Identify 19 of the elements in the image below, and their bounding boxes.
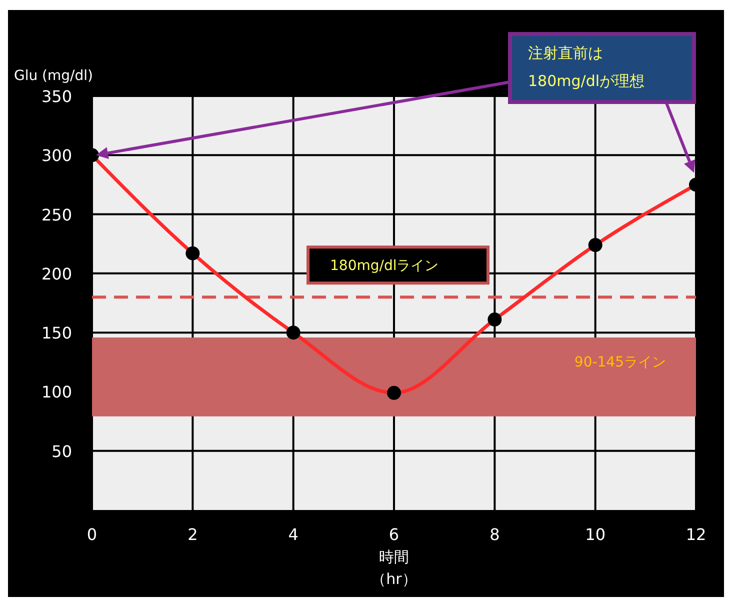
text: 注射直前は 180mg/dlが理想 — [528, 44, 645, 90]
x-tick-label: 4 — [288, 525, 298, 544]
x-tick-label: 2 — [188, 525, 198, 544]
band-label: 90-145ライン — [574, 354, 666, 370]
x-tick-label: 8 — [490, 525, 500, 544]
y-tick-label: 100 — [41, 382, 72, 402]
y-tick-label: 50 — [52, 442, 72, 461]
y-axis-title: Glu (mg/dl) — [14, 68, 94, 84]
x-tick-label: 10 — [585, 525, 606, 544]
x-tick-label: 6 — [388, 525, 400, 544]
y-tick-label: 350 — [41, 87, 72, 106]
y-tick-label: 150 — [41, 324, 72, 343]
y-tick-label: 300 — [41, 146, 72, 166]
y-tick-label: 250 — [41, 205, 72, 224]
ref-line-label: 180mg/dlライン — [330, 258, 439, 274]
x-tick-label: 0 — [86, 525, 98, 544]
y-tick-label: 200 — [41, 264, 72, 284]
x-tick-label: 12 — [686, 525, 706, 544]
x-axis-title: 時間（hr） — [371, 548, 417, 588]
